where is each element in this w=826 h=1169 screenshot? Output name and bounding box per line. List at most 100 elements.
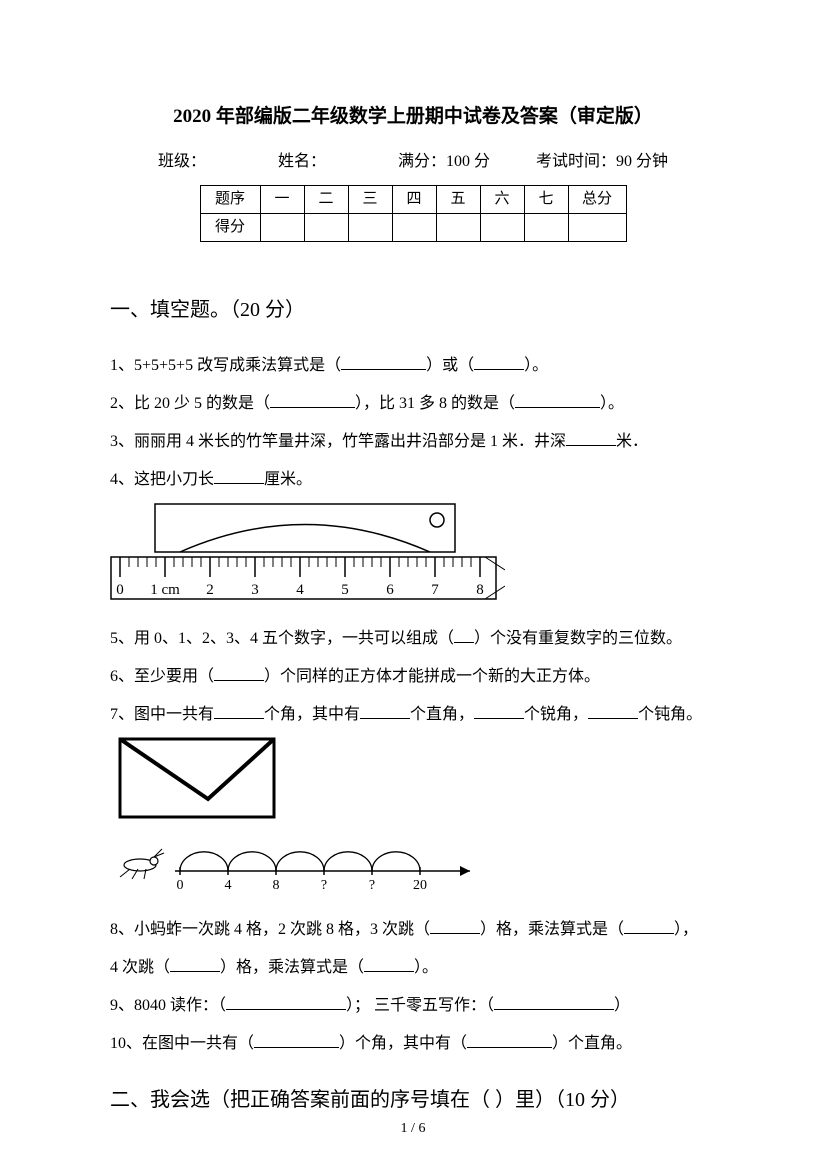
ruler-svg: 01 cm2345678 — [110, 502, 505, 602]
q2-b: ），比 31 多 8 的数是（ — [355, 395, 515, 412]
q9-a: 9、8040 读作：（ — [110, 997, 226, 1014]
th-7: 七 — [524, 185, 568, 213]
q10-c: ）个直角。 — [552, 1035, 632, 1052]
th-1: 一 — [260, 185, 304, 213]
q8-d: 4 次跳（ — [110, 959, 170, 976]
svg-text:8: 8 — [476, 582, 484, 598]
th-2: 二 — [304, 185, 348, 213]
ruler-figure: 01 cm2345678 — [110, 502, 716, 613]
time-label: 考试时间：90 分钟 — [536, 153, 668, 170]
blank — [270, 394, 355, 408]
q9-c: ） — [614, 997, 630, 1014]
table-score-row: 得分 — [200, 213, 626, 241]
q5-a: 5、用 0、1、2、3、4 五个数字，一共可以组成（ — [110, 630, 454, 647]
blank — [360, 705, 410, 719]
blank — [226, 996, 346, 1010]
q1: 1、5+5+5+5 改写成乘法算式是（）或（）。 — [110, 350, 716, 382]
th-seq: 题序 — [200, 185, 260, 213]
q8a: 8、小蚂蚱一次跳 4 格，2 次跳 8 格，3 次跳（ ）格，乘法算式是（ ）， — [110, 914, 716, 946]
q4: 4、这把小刀长 厘米。 — [110, 464, 716, 496]
envelope-svg — [118, 737, 278, 822]
blank — [494, 996, 614, 1010]
td-s4 — [392, 213, 436, 241]
doc-title: 2020 年部编版二年级数学上册期中试卷及答案（审定版） — [110, 100, 716, 134]
svg-text:7: 7 — [431, 582, 439, 598]
blank — [214, 470, 264, 484]
section-2-heading: 二、我会选（把正确答案前面的序号填在（ ）里）（10 分） — [110, 1082, 716, 1118]
numberline-svg: 048??20 — [110, 841, 500, 896]
full-mark-label: 满分：100 分 — [398, 153, 490, 170]
blank — [624, 920, 674, 934]
q10: 10、在图中一共有（ ）个角，其中有（ ）个直角。 — [110, 1028, 716, 1060]
svg-text:8: 8 — [273, 878, 280, 893]
q7-e: 个钝角。 — [638, 706, 702, 723]
page-number: 1 / 6 — [401, 1116, 426, 1141]
svg-text:0: 0 — [116, 582, 124, 598]
svg-text:1 cm: 1 cm — [150, 582, 180, 598]
q7-c: 个直角， — [410, 706, 474, 723]
q3-a: 3、丽丽用 4 米长的竹竿量井深，竹竿露出井沿部分是 1 米．井深 — [110, 433, 566, 450]
svg-text:4: 4 — [296, 582, 304, 598]
q2: 2、比 20 少 5 的数是（ ），比 31 多 8 的数是（ ）。 — [110, 388, 716, 420]
class-label: 班级： — [158, 153, 206, 170]
td-s2 — [304, 213, 348, 241]
th-total: 总分 — [568, 185, 626, 213]
svg-text:?: ? — [369, 878, 375, 893]
q10-a: 10、在图中一共有（ — [110, 1035, 254, 1052]
svg-text:20: 20 — [413, 878, 427, 893]
envelope-figure — [118, 737, 716, 833]
th-3: 三 — [348, 185, 392, 213]
q3: 3、丽丽用 4 米长的竹竿量井深，竹竿露出井沿部分是 1 米．井深 米． — [110, 426, 716, 458]
table-header-row: 题序 一 二 三 四 五 六 七 总分 — [200, 185, 626, 213]
svg-text:4: 4 — [225, 878, 232, 893]
blank — [214, 667, 264, 681]
numberline-figure: 048??20 — [110, 841, 716, 907]
th-4: 四 — [392, 185, 436, 213]
section-1-heading: 一、填空题。（20 分） — [110, 292, 716, 328]
blank — [588, 705, 638, 719]
grasshopper-icon — [120, 849, 164, 879]
blank — [430, 920, 480, 934]
q1-b: ）或（ — [426, 357, 474, 374]
q8-a: 8、小蚂蚱一次跳 4 格，2 次跳 8 格，3 次跳（ — [110, 921, 430, 938]
blank — [515, 394, 600, 408]
blank — [214, 705, 264, 719]
blank — [170, 958, 220, 972]
q8-f: ）。 — [414, 959, 438, 976]
svg-text:3: 3 — [251, 582, 259, 598]
q7: 7、图中一共有 个角，其中有 个直角， 个锐角， 个钝角。 — [110, 699, 716, 731]
q5-b: ）个没有重复数字的三位数。 — [474, 630, 682, 647]
q5: 5、用 0、1、2、3、4 五个数字，一共可以组成（ ）个没有重复数字的三位数。 — [110, 623, 716, 655]
q4-a: 4、这把小刀长 — [110, 471, 214, 488]
q7-d: 个锐角， — [524, 706, 588, 723]
blank — [454, 629, 474, 643]
blank — [341, 356, 426, 370]
q6-b: ）个同样的正方体才能拼成一个新的大正方体。 — [264, 668, 600, 685]
q1-a: 1、5+5+5+5 改写成乘法算式是（ — [110, 357, 341, 374]
q4-b: 厘米。 — [264, 471, 312, 488]
name-label: 姓名： — [278, 153, 326, 170]
blank — [474, 705, 524, 719]
td-s6 — [480, 213, 524, 241]
q3-b: 米． — [616, 433, 648, 450]
exam-info: 班级： 姓名： 满分：100 分 考试时间：90 分钟 — [110, 148, 716, 177]
blank — [364, 958, 414, 972]
td-s1 — [260, 213, 304, 241]
td-score-label: 得分 — [200, 213, 260, 241]
blank — [467, 1034, 552, 1048]
q9-b: ）； 三千零五写作：（ — [346, 997, 494, 1014]
q8-e: ）格，乘法算式是（ — [220, 959, 364, 976]
td-stotal — [568, 213, 626, 241]
q7-a: 7、图中一共有 — [110, 706, 214, 723]
q10-b: ）个角，其中有（ — [339, 1035, 467, 1052]
q2-c: ）。 — [600, 395, 624, 412]
td-s7 — [524, 213, 568, 241]
blank — [474, 356, 524, 370]
q8-b: ）格，乘法算式是（ — [480, 921, 624, 938]
svg-text:6: 6 — [386, 582, 394, 598]
q2-a: 2、比 20 少 5 的数是（ — [110, 395, 270, 412]
th-6: 六 — [480, 185, 524, 213]
svg-text:0: 0 — [177, 878, 184, 893]
q7-b: 个角，其中有 — [264, 706, 360, 723]
q8-c: ）， — [674, 921, 698, 938]
